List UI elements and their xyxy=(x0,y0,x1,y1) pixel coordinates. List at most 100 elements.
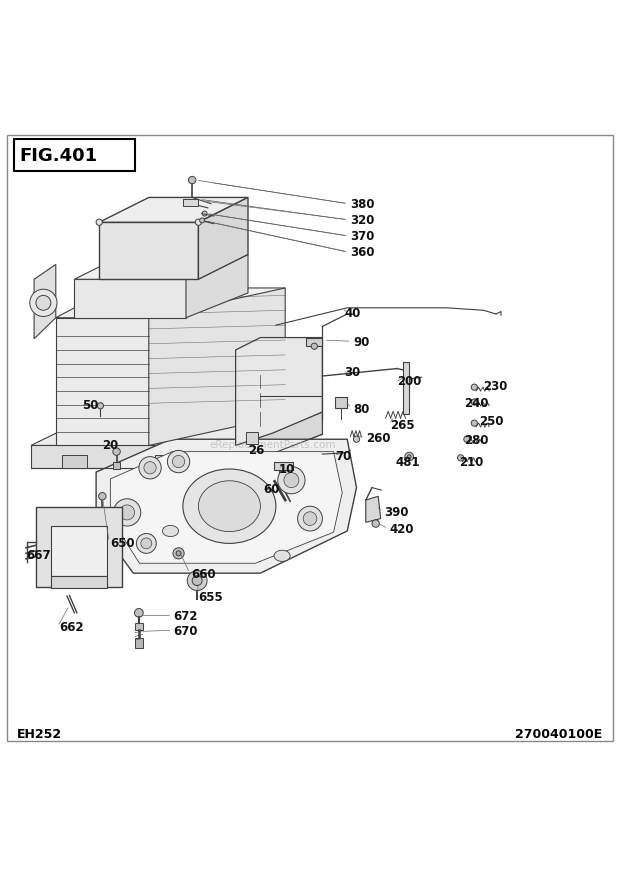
Circle shape xyxy=(192,576,202,586)
Circle shape xyxy=(30,290,57,317)
Text: 230: 230 xyxy=(484,380,508,393)
Text: 50: 50 xyxy=(82,398,98,411)
Ellipse shape xyxy=(274,551,290,562)
Circle shape xyxy=(298,507,322,531)
Text: 200: 200 xyxy=(397,375,421,388)
Circle shape xyxy=(136,534,156,553)
Polygon shape xyxy=(198,198,248,280)
Text: 80: 80 xyxy=(353,403,370,416)
Polygon shape xyxy=(62,456,87,468)
Polygon shape xyxy=(149,289,285,446)
Circle shape xyxy=(188,177,196,184)
Text: 670: 670 xyxy=(174,624,198,637)
Circle shape xyxy=(303,512,317,526)
Circle shape xyxy=(372,520,379,528)
Text: 380: 380 xyxy=(350,198,375,210)
Text: 210: 210 xyxy=(459,455,483,468)
Circle shape xyxy=(167,451,190,474)
Circle shape xyxy=(311,344,317,350)
Circle shape xyxy=(36,296,51,311)
Circle shape xyxy=(407,455,411,459)
Bar xyxy=(135,638,143,648)
Polygon shape xyxy=(56,289,285,318)
Circle shape xyxy=(284,473,299,488)
Polygon shape xyxy=(51,576,107,588)
Circle shape xyxy=(458,455,464,461)
Text: 660: 660 xyxy=(191,567,216,580)
Text: 90: 90 xyxy=(353,335,370,348)
Text: 20: 20 xyxy=(102,438,118,451)
Circle shape xyxy=(187,571,207,591)
Circle shape xyxy=(141,538,152,549)
Circle shape xyxy=(173,548,184,560)
Circle shape xyxy=(172,456,185,468)
Text: 240: 240 xyxy=(464,396,489,409)
Text: 370: 370 xyxy=(350,230,374,243)
Polygon shape xyxy=(186,255,248,318)
Polygon shape xyxy=(236,412,322,468)
Circle shape xyxy=(200,218,205,224)
Polygon shape xyxy=(366,496,381,523)
Text: 250: 250 xyxy=(479,415,503,428)
Text: 390: 390 xyxy=(384,505,409,518)
Polygon shape xyxy=(246,432,258,445)
Polygon shape xyxy=(99,223,198,280)
Text: 672: 672 xyxy=(174,610,198,622)
Circle shape xyxy=(135,609,143,617)
Circle shape xyxy=(120,505,135,520)
Bar xyxy=(135,623,143,631)
Text: 320: 320 xyxy=(350,214,374,227)
Circle shape xyxy=(405,453,414,461)
Text: 655: 655 xyxy=(198,590,223,603)
Polygon shape xyxy=(74,280,186,318)
Text: 10: 10 xyxy=(279,463,295,476)
Polygon shape xyxy=(403,363,409,415)
Polygon shape xyxy=(236,339,322,446)
Circle shape xyxy=(99,493,106,501)
Polygon shape xyxy=(74,255,248,280)
Polygon shape xyxy=(36,508,122,587)
Polygon shape xyxy=(31,412,322,446)
Polygon shape xyxy=(183,199,198,206)
Circle shape xyxy=(471,421,477,427)
Text: 265: 265 xyxy=(391,418,415,431)
Circle shape xyxy=(471,385,477,391)
Circle shape xyxy=(97,403,104,410)
Polygon shape xyxy=(306,339,322,346)
Circle shape xyxy=(113,448,120,456)
Polygon shape xyxy=(99,198,248,223)
Polygon shape xyxy=(56,318,149,446)
Text: FIG.401: FIG.401 xyxy=(20,147,98,165)
Polygon shape xyxy=(31,446,236,468)
Text: eReplacementParts.com: eReplacementParts.com xyxy=(210,439,336,450)
Ellipse shape xyxy=(198,481,260,532)
Text: 360: 360 xyxy=(350,246,375,260)
Circle shape xyxy=(278,467,305,495)
Text: 270040100E: 270040100E xyxy=(515,727,603,740)
Polygon shape xyxy=(51,526,107,576)
Circle shape xyxy=(139,457,161,480)
Polygon shape xyxy=(34,265,56,339)
Circle shape xyxy=(471,400,477,406)
Circle shape xyxy=(464,437,470,443)
Ellipse shape xyxy=(183,469,276,544)
Text: 481: 481 xyxy=(396,455,420,468)
Polygon shape xyxy=(110,453,342,564)
Text: EH252: EH252 xyxy=(17,727,63,740)
Text: 60: 60 xyxy=(264,483,280,496)
Circle shape xyxy=(176,552,181,556)
Text: 40: 40 xyxy=(344,307,360,320)
Ellipse shape xyxy=(162,526,179,537)
Text: 280: 280 xyxy=(464,433,489,446)
Text: 260: 260 xyxy=(366,432,391,445)
Circle shape xyxy=(113,499,141,526)
Text: 70: 70 xyxy=(335,449,351,462)
Circle shape xyxy=(353,437,360,443)
Polygon shape xyxy=(335,397,347,409)
Circle shape xyxy=(144,462,156,474)
Circle shape xyxy=(96,220,102,226)
Text: 30: 30 xyxy=(344,365,360,378)
Polygon shape xyxy=(155,456,180,468)
Bar xyxy=(113,462,120,469)
Polygon shape xyxy=(96,439,356,574)
